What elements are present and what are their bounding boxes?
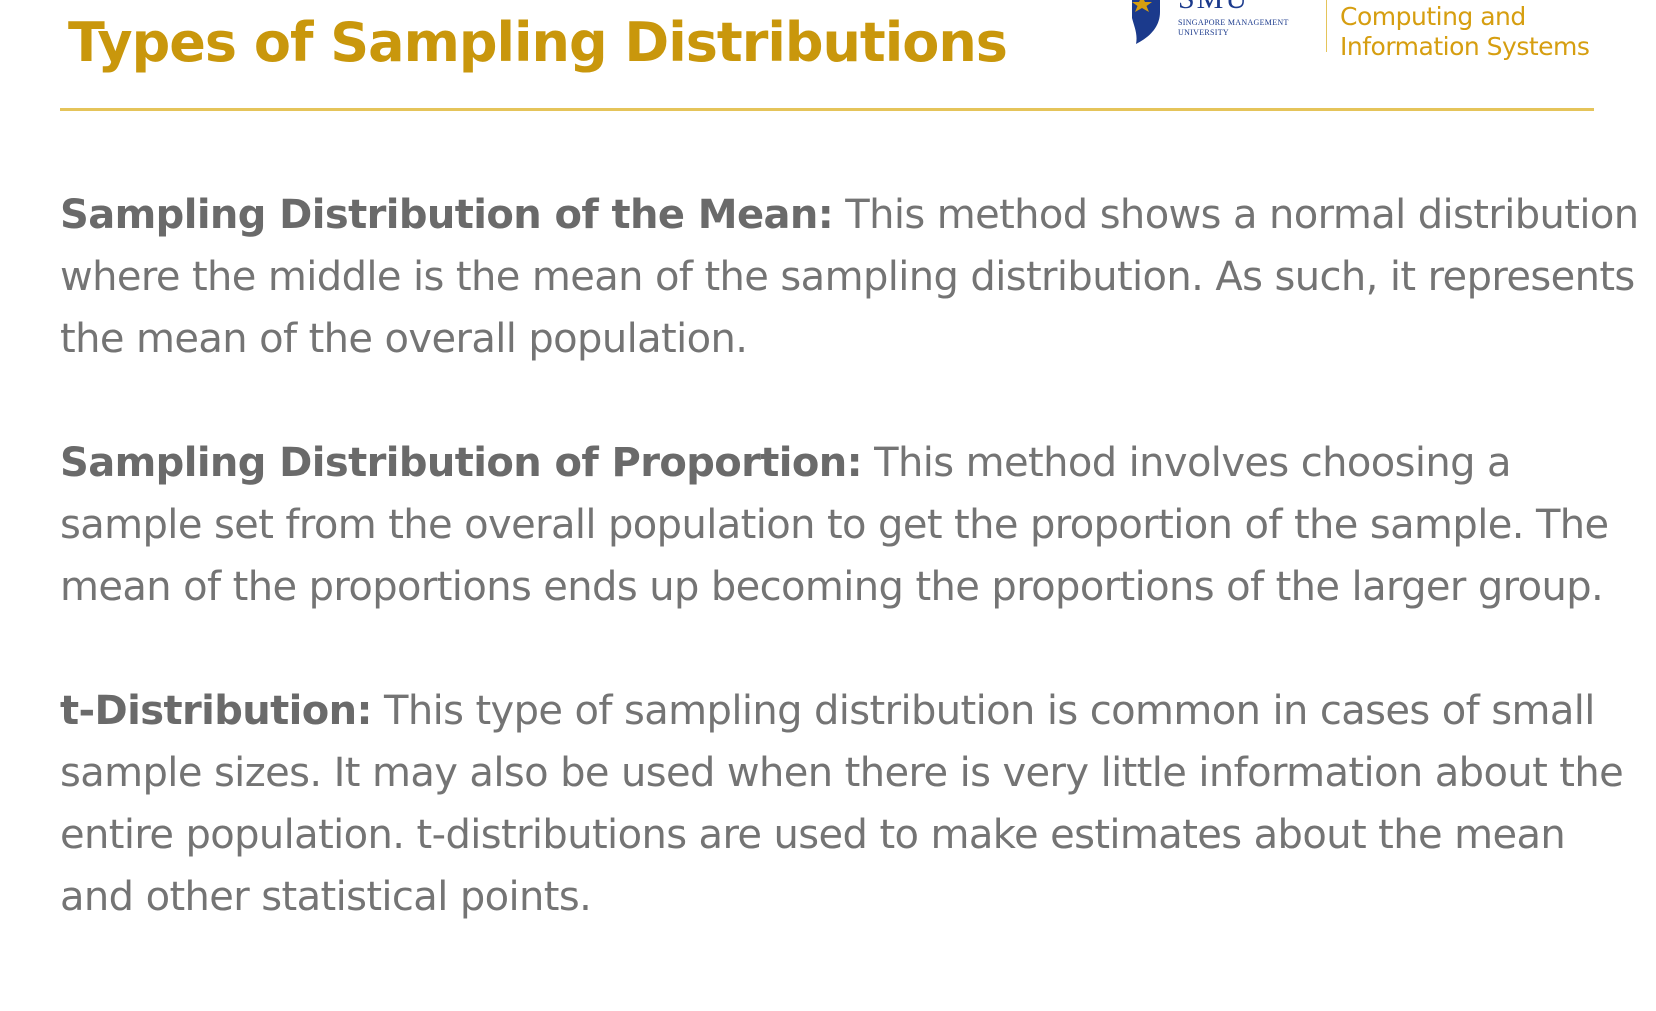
definition-text: This method shows a normal distribution … [60, 192, 1639, 362]
definition-text: This method involves choosing a sample s… [60, 440, 1609, 610]
definition-term: t-Distribution: [60, 688, 373, 734]
slide-body: Sampling Distribution of the Mean: This … [60, 184, 1640, 928]
definition-term: Sampling Distribution of Proportion: [60, 440, 863, 486]
title-divider [60, 108, 1594, 111]
definition-paragraph: t-Distribution: This type of sampling di… [60, 680, 1640, 928]
school-name: Computing and Information Systems [1340, 2, 1600, 62]
school-name-line2: Information Systems [1340, 32, 1590, 61]
definition-term: Sampling Distribution of the Mean: [60, 192, 834, 238]
slide-title: Types of Sampling Distributions [68, 11, 1008, 74]
university-logo: SMU Singapore Management University Comp… [1126, 0, 1596, 64]
definition-paragraph: Sampling Distribution of the Mean: This … [60, 184, 1640, 370]
smu-full-name: Singapore Management University [1178, 18, 1289, 37]
definition-text: This type of sampling distribution is co… [60, 688, 1624, 920]
smu-crest-icon [1132, 0, 1160, 44]
logo-divider [1326, 0, 1327, 52]
definition-paragraph: Sampling Distribution of Proportion: Thi… [60, 432, 1640, 618]
school-name-line1: Computing and [1340, 2, 1526, 31]
smu-wordmark: SMU [1178, 0, 1249, 14]
